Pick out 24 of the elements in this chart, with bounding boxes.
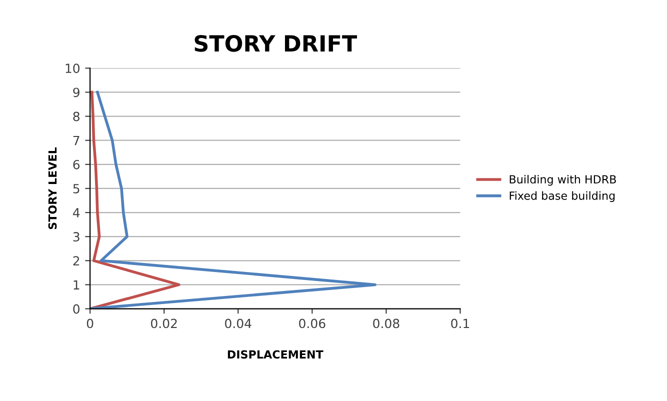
y-tick-label: 7 — [73, 136, 80, 146]
legend-label: Building with HDRB — [510, 174, 616, 186]
y-tick-label: 8 — [73, 112, 80, 122]
y-tick-label: 3 — [73, 232, 80, 242]
x-tick-label: 0.04 — [225, 318, 252, 328]
y-tick-label: 6 — [73, 160, 80, 170]
line-series — [90, 90, 376, 309]
y-tick-label: 10 — [66, 64, 80, 74]
x-tick-label: 0 — [86, 318, 94, 328]
x-tick-label: 0.08 — [373, 318, 400, 328]
y-axis-title: STORY LEVEL — [48, 147, 57, 230]
y-tick-label: 0 — [73, 304, 80, 314]
x-axis-title: DISPLACEMENT — [228, 350, 324, 359]
y-tick-label: 9 — [73, 88, 80, 98]
line-series — [90, 90, 180, 309]
chart-title: STORY DRIFT — [194, 35, 357, 52]
y-tick-label: 4 — [72, 208, 80, 218]
x-tick-label: 0.02 — [150, 318, 177, 328]
x-tick-label: 0.06 — [299, 318, 326, 328]
y-tick-label: 5 — [73, 184, 80, 194]
x-tick-label: 0.1 — [451, 318, 470, 328]
y-tick-label: 1 — [74, 280, 80, 290]
y-tick-label: 2 — [73, 256, 80, 266]
legend-label: Fixed base building — [510, 191, 615, 202]
